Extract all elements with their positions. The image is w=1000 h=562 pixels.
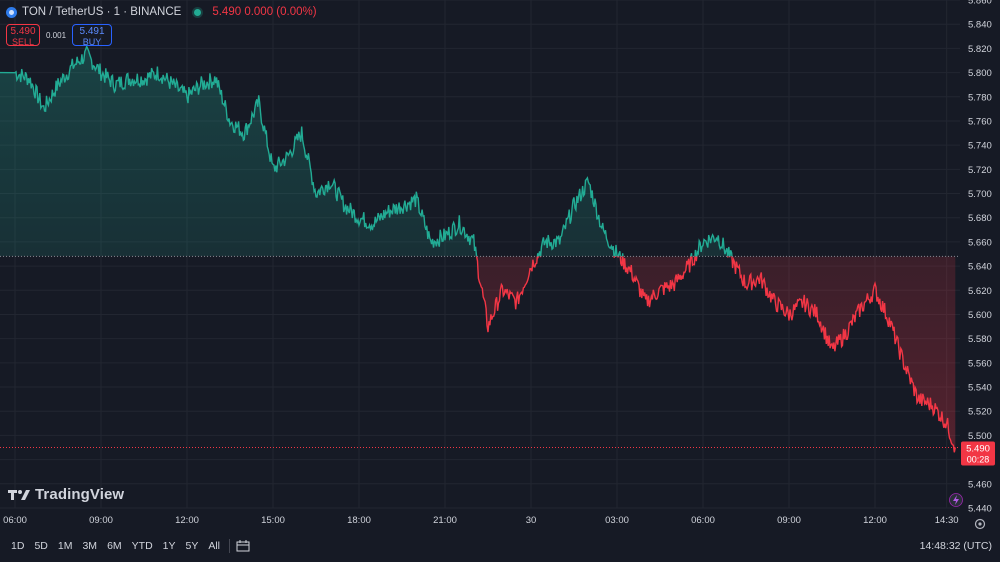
period-6m[interactable]: 6M <box>107 540 122 552</box>
bottom-toolbar: 1D 5D 1M 3M 6M YTD 1Y 5Y All 14:48:32 (U… <box>0 534 1000 558</box>
period-3m[interactable]: 3M <box>82 540 98 552</box>
settings-icon[interactable] <box>974 518 986 530</box>
x-axis-tick-label: 12:00 <box>863 515 887 526</box>
buy-button[interactable]: 5.491 BUY <box>72 24 113 47</box>
ton-coin-icon[interactable] <box>6 6 17 18</box>
x-axis-tick-label: 03:00 <box>605 515 629 526</box>
spread-value: 0.001 <box>46 30 67 40</box>
period-all[interactable]: All <box>208 540 221 552</box>
y-axis-tick-label: 5.560 <box>968 358 992 369</box>
baseline-fill-down <box>476 256 956 453</box>
y-axis-tick-label: 5.600 <box>968 310 992 321</box>
y-axis-tick-label: 5.780 <box>968 92 992 103</box>
x-axis-tick-label: 09:00 <box>89 515 113 526</box>
symbol-title[interactable]: TON / TetherUS · 1 · BINANCE <box>22 6 182 18</box>
y-axis-tick-label: 5.460 <box>968 479 992 490</box>
x-axis-tick-label: 18:00 <box>347 515 371 526</box>
baseline-fill-up <box>0 46 956 257</box>
price-line-below-baseline <box>475 256 956 453</box>
y-axis-tick-label: 5.740 <box>968 141 992 152</box>
last-price-tag <box>961 441 995 466</box>
y-axis-tick-label: 5.540 <box>968 383 992 394</box>
symbol-legend: TON / TetherUS · 1 · BINANCE 5.490 0.000… <box>6 4 317 20</box>
sell-button[interactable]: 5.490 SELL <box>6 24 40 47</box>
tradingview-logo-icon <box>8 489 30 500</box>
period-1y[interactable]: 1Y <box>162 540 176 552</box>
y-axis-tick-label: 5.580 <box>968 334 992 345</box>
y-axis-tick-label: 5.820 <box>968 44 992 55</box>
buy-price: 5.491 <box>79 26 105 37</box>
y-axis-tick-label: 5.440 <box>968 504 992 515</box>
x-axis-tick-label: 06:00 <box>3 515 27 526</box>
x-axis-tick-label: 15:00 <box>261 515 285 526</box>
buy-label: BUY <box>82 37 102 47</box>
market-open-icon <box>194 8 202 16</box>
sell-price: 5.490 <box>10 26 36 37</box>
trade-panel: 5.490 SELL 0.001 5.491 BUY <box>6 24 113 47</box>
x-axis-tick-label: 30 <box>526 515 537 526</box>
y-axis-tick-label: 5.680 <box>968 213 992 224</box>
y-axis-tick-label: 5.620 <box>968 286 992 297</box>
x-axis-tick-label: 21:00 <box>433 515 457 526</box>
period-5y[interactable]: 5Y <box>185 540 199 552</box>
y-axis-tick-label: 5.500 <box>968 431 992 442</box>
x-axis-tick-label: 06:00 <box>691 515 715 526</box>
y-axis-tick-label: 5.800 <box>968 68 992 79</box>
calendar-range-icon[interactable] <box>236 540 250 552</box>
sell-label: SELL <box>11 37 35 47</box>
tradingview-logo-text: TradingView <box>35 486 125 503</box>
period-5d[interactable]: 5D <box>34 540 48 552</box>
y-axis-tick-label: 5.700 <box>968 189 992 200</box>
price-line-above-baseline <box>0 44 733 257</box>
price-quote: 5.490 0.000 (0.00%) <box>212 6 317 18</box>
period-1m[interactable]: 1M <box>57 540 73 552</box>
y-axis-tick-label: 5.640 <box>968 262 992 273</box>
x-axis-tick-label: 09:00 <box>777 515 801 526</box>
y-axis-tick-label: 5.660 <box>968 237 992 248</box>
tradingview-logo[interactable]: TradingView <box>8 486 124 503</box>
lightning-icon[interactable] <box>949 493 963 507</box>
y-axis-tick-label: 5.520 <box>968 407 992 418</box>
period-ytd[interactable]: YTD <box>131 540 153 552</box>
toolbar-divider <box>229 539 231 553</box>
y-axis-tick-label: 5.840 <box>968 20 992 31</box>
y-axis-tick-label: 5.720 <box>968 165 992 176</box>
last-price-tag-value: 5.490 <box>966 444 990 455</box>
utc-clock[interactable]: 14:48:32 (UTC) <box>919 540 992 552</box>
period-1d[interactable]: 1D <box>11 540 25 552</box>
x-axis-tick-label: 12:00 <box>175 515 199 526</box>
x-axis-tick-label: 14:30 <box>935 515 959 526</box>
candle-countdown: 00:28 <box>967 455 990 465</box>
y-axis-tick-label: 5.760 <box>968 116 992 127</box>
y-axis-tick-label: 5.860 <box>968 0 992 7</box>
